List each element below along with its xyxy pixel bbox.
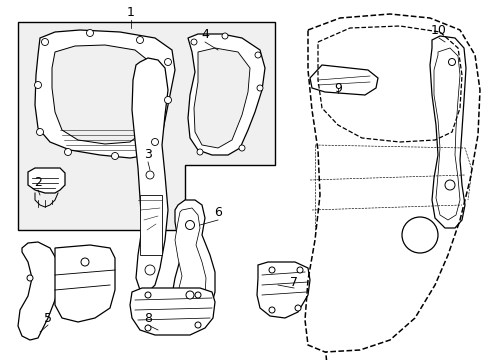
Text: 8: 8: [143, 311, 152, 324]
Polygon shape: [52, 45, 152, 144]
Circle shape: [447, 58, 454, 66]
Circle shape: [222, 33, 227, 39]
Polygon shape: [18, 242, 60, 340]
Text: 7: 7: [289, 275, 297, 288]
Polygon shape: [429, 36, 465, 228]
Circle shape: [185, 291, 194, 299]
Circle shape: [268, 307, 274, 313]
Circle shape: [195, 322, 201, 328]
Text: 9: 9: [333, 81, 341, 94]
Text: 1: 1: [127, 5, 135, 18]
Polygon shape: [132, 58, 168, 292]
Polygon shape: [130, 288, 215, 335]
Circle shape: [195, 292, 201, 298]
Text: 2: 2: [34, 176, 42, 189]
Polygon shape: [187, 34, 264, 155]
Circle shape: [35, 81, 41, 89]
Circle shape: [294, 305, 301, 311]
Circle shape: [86, 30, 93, 36]
Text: 4: 4: [201, 28, 208, 41]
Circle shape: [254, 52, 261, 58]
Polygon shape: [172, 200, 215, 330]
Circle shape: [145, 325, 151, 331]
Polygon shape: [175, 208, 205, 320]
Text: 6: 6: [214, 207, 222, 220]
Circle shape: [145, 292, 151, 298]
Polygon shape: [55, 245, 115, 322]
Circle shape: [145, 265, 155, 275]
Circle shape: [41, 39, 48, 45]
Circle shape: [257, 85, 263, 91]
Circle shape: [146, 171, 154, 179]
Polygon shape: [18, 22, 274, 230]
Circle shape: [64, 148, 71, 156]
Circle shape: [268, 267, 274, 273]
Polygon shape: [433, 48, 459, 220]
Polygon shape: [257, 262, 309, 318]
Polygon shape: [194, 48, 249, 148]
Polygon shape: [309, 65, 377, 95]
Text: 10: 10: [430, 23, 446, 36]
Circle shape: [164, 58, 171, 66]
Circle shape: [27, 275, 33, 281]
Circle shape: [37, 129, 43, 135]
Circle shape: [151, 139, 158, 145]
Circle shape: [81, 258, 89, 266]
Polygon shape: [28, 168, 65, 193]
Circle shape: [185, 220, 194, 230]
Circle shape: [444, 180, 454, 190]
Polygon shape: [140, 195, 162, 255]
Text: 5: 5: [44, 311, 52, 324]
Circle shape: [197, 149, 203, 155]
Circle shape: [164, 96, 171, 104]
Circle shape: [191, 39, 197, 45]
Text: 3: 3: [144, 148, 152, 162]
Polygon shape: [35, 30, 175, 158]
Circle shape: [296, 267, 303, 273]
Circle shape: [239, 145, 244, 151]
Circle shape: [136, 36, 143, 44]
Circle shape: [111, 153, 118, 159]
